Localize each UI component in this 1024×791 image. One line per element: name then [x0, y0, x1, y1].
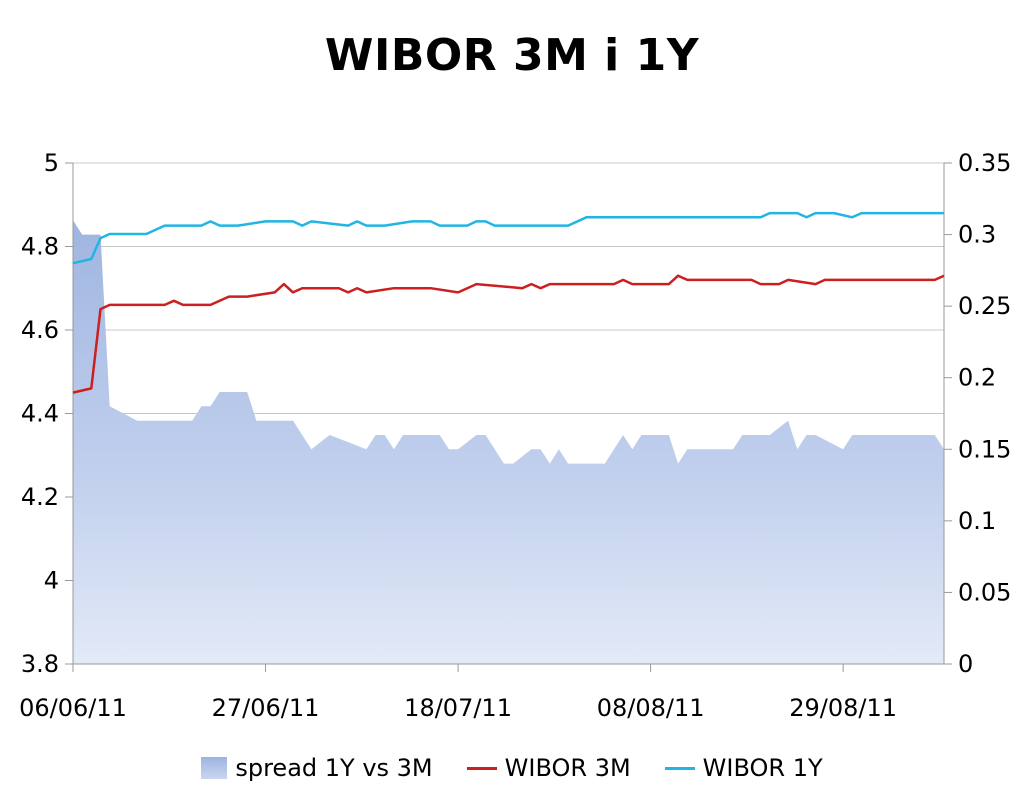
legend-label-spread: spread 1Y vs 3M: [235, 754, 433, 782]
y-right-tick-label: 0.2: [958, 364, 996, 392]
x-tick-label: 06/06/11: [19, 694, 127, 722]
y-left-tick-label: 4.4: [21, 400, 59, 428]
y-left-tick-label: 4: [44, 567, 59, 595]
legend-label-wibor-3m: WIBOR 3M: [504, 754, 631, 782]
x-tick-label: 08/08/11: [597, 694, 705, 722]
legend-label-wibor-1y: WIBOR 1Y: [702, 754, 823, 782]
y-left-tick-label: 3.8: [21, 650, 59, 678]
series-lines: [72, 211, 945, 394]
spread-area-layer: [73, 220, 944, 665]
y-right-tick-label: 0.1: [958, 507, 996, 535]
y-right-tick-label: 0.3: [958, 221, 996, 249]
legend-item-spread: spread 1Y vs 3M: [201, 754, 433, 782]
chart-title: WIBOR 3M i 1Y: [324, 30, 700, 81]
x-tick-label: 18/07/11: [404, 694, 512, 722]
tick-labels: 3.8 4 4.2 4.4 4.6 4.8 5 0 0.05 0.1 0.15 0.2 0.25 0.3 0…: [19, 149, 1011, 722]
legend-swatch-wibor-1y: [664, 766, 695, 770]
series-line-wibor-1y: [72, 211, 944, 265]
series-line-wibor-3m: [72, 274, 945, 394]
axes: [65, 162, 952, 672]
x-tick-label: 27/06/11: [212, 694, 320, 722]
x-tick-label: 29/08/11: [789, 694, 897, 722]
y-left-tick-label: 4.8: [21, 233, 59, 261]
y-left-tick-label: 5: [44, 149, 59, 177]
y-right-tick-label: 0.25: [958, 292, 1011, 320]
legend-swatch-spread: [201, 757, 228, 779]
series-area-spread-1y-vs-3m: [73, 220, 944, 665]
legend-item-wibor-1y: WIBOR 1Y: [664, 754, 823, 782]
y-right-tick-label: 0.15: [958, 435, 1011, 463]
legend: spread 1Y vs 3M WIBOR 3M WIBOR 1Y: [0, 748, 1024, 788]
legend-swatch-wibor-3m: [466, 766, 497, 770]
legend-item-wibor-3m: WIBOR 3M: [466, 754, 631, 782]
y-right-tick-label: 0: [958, 650, 973, 678]
y-right-tick-label: 0.35: [958, 149, 1011, 177]
y-left-tick-label: 4.6: [21, 316, 59, 344]
y-right-tick-label: 0.05: [958, 578, 1011, 606]
y-left-tick-label: 4.2: [21, 483, 59, 511]
